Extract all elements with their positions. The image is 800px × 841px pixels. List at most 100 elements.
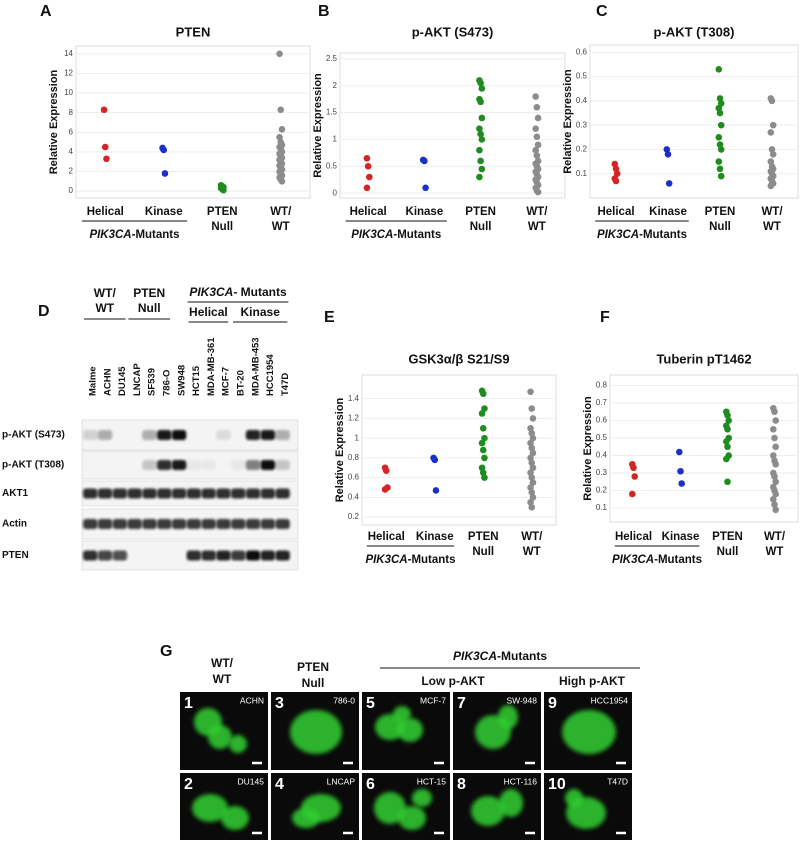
group-label-part: - Mutants	[233, 285, 287, 299]
category-label: WT/	[761, 206, 783, 218]
data-point	[717, 121, 725, 129]
data-point	[276, 50, 283, 58]
data-point	[716, 165, 724, 173]
header: Low p-AKT	[421, 674, 485, 688]
y-tick-label: 0.5	[596, 433, 608, 442]
category-label: WT/	[521, 531, 543, 543]
category-label: Helical	[87, 206, 124, 218]
cell-line-label: SF539	[147, 368, 158, 396]
data-point	[771, 501, 778, 508]
cell-line-label: DU145	[117, 366, 128, 396]
group-label: PIK3CA-Mutants	[89, 229, 179, 241]
cell-line-label: LNCAP	[132, 363, 143, 396]
category-label: Helical	[350, 206, 387, 218]
category-label: WT/	[526, 206, 548, 218]
tile-cell-line: ACHN	[240, 695, 264, 705]
blot-band	[245, 430, 261, 440]
category-label: Kinase	[662, 531, 700, 543]
y-tick-label: 1.2	[348, 414, 360, 423]
cell	[562, 710, 616, 754]
data-point	[532, 93, 539, 100]
chart-title: PTEN	[176, 24, 211, 39]
data-point	[724, 425, 731, 433]
data-point	[767, 129, 775, 136]
blot-band	[142, 488, 157, 499]
panel-letter: C	[596, 3, 608, 20]
y-tick-label: 0.6	[348, 473, 360, 482]
data-point	[630, 464, 637, 472]
data-point	[631, 473, 638, 480]
y-tick-label: 0.4	[576, 96, 588, 105]
group-label-part: -Mutants	[654, 554, 702, 566]
panel-letter: F	[600, 309, 610, 326]
header: High p-AKT	[559, 674, 626, 688]
y-tick-label: 0.4	[348, 492, 360, 501]
cell	[292, 808, 320, 828]
y-tick-label: 0.5	[576, 72, 588, 81]
header: Null	[302, 676, 325, 690]
y-tick-label: 2	[69, 167, 74, 176]
cell-line-label: HCT15	[191, 365, 202, 396]
data-point	[770, 425, 777, 433]
plot-frame	[361, 374, 557, 526]
category-label: WT	[523, 546, 541, 558]
data-point	[770, 495, 777, 503]
y-tick-label: 0	[333, 188, 338, 197]
data-point	[278, 126, 286, 133]
data-point	[772, 460, 779, 468]
data-point	[479, 446, 487, 454]
data-point	[100, 106, 108, 114]
data-point	[723, 438, 730, 445]
blot-band	[127, 488, 142, 499]
chart-title: p-AKT (S473)	[412, 24, 494, 39]
blot-band	[275, 460, 290, 470]
data-point	[278, 178, 286, 185]
panel-letter: E	[324, 309, 335, 326]
blot-band	[260, 488, 276, 499]
data-point	[527, 424, 534, 432]
blot-band	[142, 519, 157, 529]
tile-number: 7	[457, 695, 466, 712]
tile-number: 5	[366, 695, 375, 712]
plot-frame	[609, 374, 799, 523]
blot-band	[97, 430, 113, 440]
category-label: WT/	[270, 206, 292, 218]
data-point	[481, 474, 488, 481]
cell-line-label: T47D	[280, 373, 291, 396]
data-point	[527, 454, 534, 462]
y-tick-label: 6	[69, 127, 74, 136]
category-label: Kinase	[416, 531, 454, 543]
y-tick-label: 0.3	[576, 120, 588, 129]
data-point	[533, 133, 541, 141]
blot-band	[231, 519, 246, 529]
tile-cell-line: LNCAP	[327, 776, 356, 786]
blot-band	[275, 519, 290, 529]
data-point	[715, 65, 723, 73]
cell	[471, 796, 505, 826]
blot-band	[186, 460, 202, 470]
blot-band	[157, 430, 172, 440]
data-point	[382, 467, 390, 475]
blot-band	[112, 550, 128, 561]
y-tick-label: 14	[64, 49, 73, 58]
blot-band	[245, 460, 261, 470]
chart-title: Tuberin pT1462	[656, 351, 751, 366]
tile-cell-line: 786-0	[333, 695, 355, 705]
plot-frame	[589, 44, 799, 199]
cell-line-label: SW948	[176, 365, 187, 396]
blot-band	[97, 519, 113, 529]
data-point	[677, 467, 684, 475]
category-label: WT	[766, 546, 784, 558]
tile-cell-line: MCF-7	[420, 695, 446, 705]
data-point	[220, 186, 227, 194]
group-label: PIK3CA-Mutants	[351, 229, 441, 241]
data-point	[772, 506, 779, 514]
blot-row-label: PTEN	[2, 550, 29, 561]
panel-letter: G	[160, 643, 172, 660]
subgroup-label: Helical	[189, 305, 228, 319]
group-label: PIK3CA-Mutants	[365, 554, 455, 566]
header: PTEN	[297, 660, 329, 674]
data-point	[529, 449, 537, 457]
data-point	[771, 434, 778, 442]
data-point	[612, 177, 620, 185]
